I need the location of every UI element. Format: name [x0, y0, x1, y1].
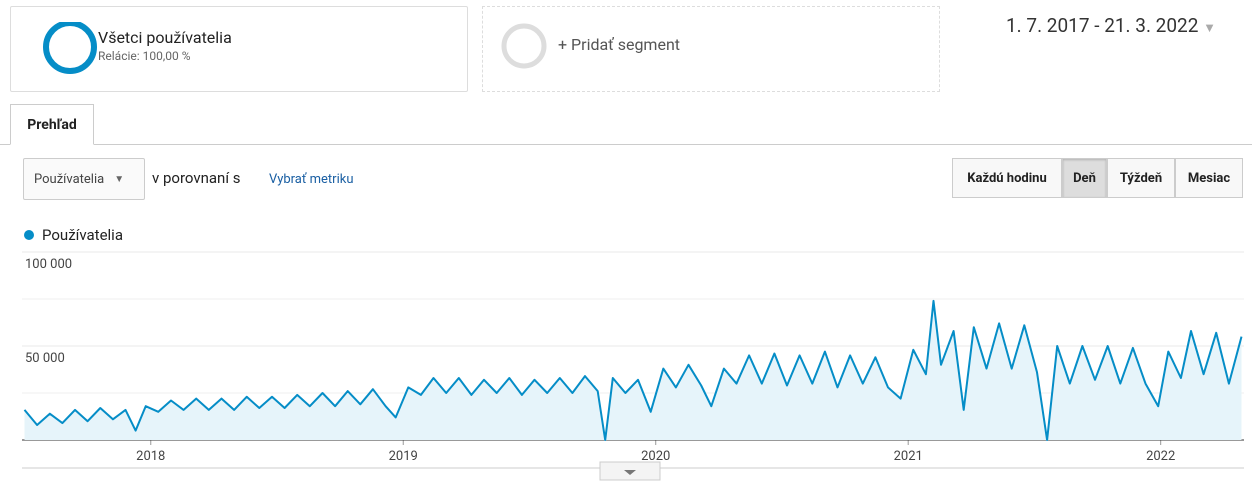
- x-tick-label: 2020: [641, 449, 670, 464]
- add-segment-label[interactable]: + Pridať segment: [558, 35, 681, 54]
- segment-icon: [43, 22, 97, 74]
- x-tick-label: 2022: [1146, 449, 1175, 464]
- legend-label: Používatelia: [42, 226, 123, 244]
- legend-marker: [24, 230, 34, 240]
- data-line: [23, 299, 1243, 441]
- granularity-button[interactable]: Mesiac: [1175, 158, 1243, 198]
- legend: Používatelia: [24, 226, 123, 244]
- tab-border: [0, 144, 1252, 145]
- compare-text: v porovnaní s: [152, 169, 241, 187]
- y-tick-label: 50 000: [25, 351, 65, 366]
- granularity-button[interactable]: Deň: [1062, 158, 1107, 198]
- x-tick-label: 2019: [389, 449, 418, 464]
- segment-title: Všetci používatelia: [98, 28, 232, 47]
- tab[interactable]: Prehľad: [10, 104, 94, 145]
- granularity-button[interactable]: Každú hodinu: [952, 158, 1062, 198]
- y-tick-label: 100 000: [25, 257, 72, 272]
- x-tick-label: 2018: [136, 449, 165, 464]
- metric-select[interactable]: Používatelia ▼: [23, 158, 145, 200]
- segment-subtitle: Relácie: 100,00 %: [98, 49, 191, 63]
- add-segment-card[interactable]: [482, 6, 940, 92]
- resize-arrow: [624, 470, 636, 475]
- x-tick-label: 2021: [894, 449, 923, 464]
- metric-select-label: Používatelia: [34, 171, 105, 187]
- select-metric-link[interactable]: Vybrať metriku: [269, 172, 354, 187]
- date-range-text: 1. 7. 2017 - 21. 3. 2022: [1006, 14, 1199, 37]
- chart: 100 000 50 000 2022 2021 2020 2019 2018: [22, 251, 1244, 481]
- add-segment-icon: [501, 23, 547, 69]
- granularity-button[interactable]: Týždeň: [1107, 158, 1175, 198]
- segment-card[interactable]: [10, 6, 468, 92]
- data-area: [24, 300, 1242, 440]
- date-range[interactable]: 1. 7. 2017 - 21. 3. 2022 ▼: [1006, 14, 1216, 37]
